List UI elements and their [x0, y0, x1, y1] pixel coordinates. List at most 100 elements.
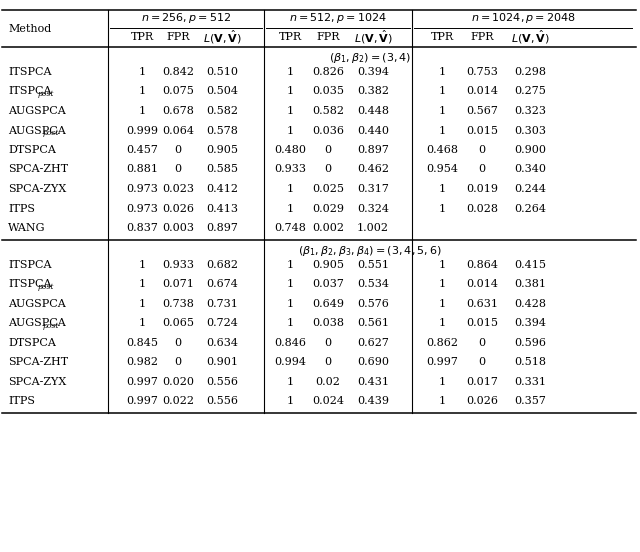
Text: 1: 1: [287, 67, 294, 77]
Text: 0.551: 0.551: [357, 260, 389, 270]
Text: 0.997: 0.997: [426, 357, 458, 367]
Text: 0.431: 0.431: [357, 377, 389, 387]
Text: 1: 1: [138, 67, 145, 77]
Text: AUGSPCA: AUGSPCA: [8, 125, 66, 135]
Text: $L(\mathbf{V},\hat{\mathbf{V}})$: $L(\mathbf{V},\hat{\mathbf{V}})$: [511, 29, 550, 46]
Text: 0.905: 0.905: [312, 260, 344, 270]
Text: 1: 1: [438, 260, 445, 270]
Text: 0.303: 0.303: [514, 125, 546, 135]
Text: ITPS: ITPS: [8, 204, 35, 214]
Text: 0: 0: [324, 357, 332, 367]
Text: 0.022: 0.022: [162, 396, 194, 406]
Text: SPCA-ZHT: SPCA-ZHT: [8, 164, 68, 174]
Text: 1: 1: [438, 377, 445, 387]
Text: SPCA-ZYX: SPCA-ZYX: [8, 377, 67, 387]
Text: 0.556: 0.556: [206, 377, 238, 387]
Text: 1: 1: [287, 260, 294, 270]
Text: $n = 512, p = 1024$: $n = 512, p = 1024$: [289, 11, 387, 25]
Text: 0.020: 0.020: [162, 377, 194, 387]
Text: 0.340: 0.340: [514, 164, 546, 174]
Text: DTSPCA: DTSPCA: [8, 338, 56, 348]
Text: 0.413: 0.413: [206, 204, 238, 214]
Text: 0.024: 0.024: [312, 396, 344, 406]
Text: 0: 0: [175, 164, 182, 174]
Text: 0.881: 0.881: [126, 164, 158, 174]
Text: 0.933: 0.933: [162, 260, 194, 270]
Text: 1: 1: [287, 377, 294, 387]
Text: 0.331: 0.331: [514, 377, 546, 387]
Text: ITSPCA: ITSPCA: [8, 67, 51, 77]
Text: ITPS: ITPS: [8, 396, 35, 406]
Text: 0.582: 0.582: [312, 106, 344, 116]
Text: 1: 1: [287, 396, 294, 406]
Text: 0.905: 0.905: [206, 145, 238, 155]
Text: FPR: FPR: [470, 33, 493, 43]
Text: 1: 1: [287, 279, 294, 289]
Text: 0: 0: [175, 357, 182, 367]
Text: 0.845: 0.845: [126, 338, 158, 348]
Text: 0.015: 0.015: [466, 319, 498, 328]
Text: 0.901: 0.901: [206, 357, 238, 367]
Text: post: post: [38, 91, 54, 98]
Text: 0.448: 0.448: [357, 106, 389, 116]
Text: 0.504: 0.504: [206, 87, 238, 97]
Text: 0.982: 0.982: [126, 357, 158, 367]
Text: 1: 1: [438, 67, 445, 77]
Text: post: post: [43, 322, 60, 330]
Text: 0.003: 0.003: [162, 223, 194, 233]
Text: ITSPCA: ITSPCA: [8, 87, 51, 97]
Text: 1: 1: [138, 319, 145, 328]
Text: 1: 1: [138, 299, 145, 309]
Text: 0.518: 0.518: [514, 357, 546, 367]
Text: 1: 1: [438, 396, 445, 406]
Text: 1: 1: [287, 299, 294, 309]
Text: 0.862: 0.862: [426, 338, 458, 348]
Text: 0.075: 0.075: [162, 87, 194, 97]
Text: $(\beta_1, \beta_2) = (3, 4)$: $(\beta_1, \beta_2) = (3, 4)$: [329, 51, 411, 65]
Text: 0.026: 0.026: [162, 204, 194, 214]
Text: 0.462: 0.462: [357, 164, 389, 174]
Text: DTSPCA: DTSPCA: [8, 145, 56, 155]
Text: 0: 0: [324, 164, 332, 174]
Text: 0: 0: [479, 357, 486, 367]
Text: 0.028: 0.028: [466, 204, 498, 214]
Text: 0.510: 0.510: [206, 67, 238, 77]
Text: 0.014: 0.014: [466, 279, 498, 289]
Text: 0.634: 0.634: [206, 338, 238, 348]
Text: 0.561: 0.561: [357, 319, 389, 328]
Text: 0.997: 0.997: [126, 377, 158, 387]
Text: 0.275: 0.275: [514, 87, 546, 97]
Text: 0.846: 0.846: [274, 338, 306, 348]
Text: 1: 1: [438, 125, 445, 135]
Text: 1: 1: [438, 319, 445, 328]
Text: 0.317: 0.317: [357, 184, 389, 194]
Text: 0.864: 0.864: [466, 260, 498, 270]
Text: 0.578: 0.578: [206, 125, 238, 135]
Text: $n = 1024, p = 2048$: $n = 1024, p = 2048$: [470, 11, 575, 25]
Text: 0.357: 0.357: [514, 396, 546, 406]
Text: 0.324: 0.324: [357, 204, 389, 214]
Text: 0: 0: [324, 338, 332, 348]
Text: 0.724: 0.724: [206, 319, 238, 328]
Text: SPCA-ZHT: SPCA-ZHT: [8, 357, 68, 367]
Text: 0.973: 0.973: [126, 184, 158, 194]
Text: 0.023: 0.023: [162, 184, 194, 194]
Text: 0.933: 0.933: [274, 164, 306, 174]
Text: 1: 1: [138, 87, 145, 97]
Text: 0.323: 0.323: [514, 106, 546, 116]
Text: 0.731: 0.731: [206, 299, 238, 309]
Text: post: post: [38, 283, 54, 291]
Text: 0.244: 0.244: [514, 184, 546, 194]
Text: ITSPCA: ITSPCA: [8, 279, 51, 289]
Text: 0.439: 0.439: [357, 396, 389, 406]
Text: 0.534: 0.534: [357, 279, 389, 289]
Text: 0.954: 0.954: [426, 164, 458, 174]
Text: 0.678: 0.678: [162, 106, 194, 116]
Text: 0.428: 0.428: [514, 299, 546, 309]
Text: 0.999: 0.999: [126, 125, 158, 135]
Text: 0.015: 0.015: [466, 125, 498, 135]
Text: 0.826: 0.826: [312, 67, 344, 77]
Text: 1: 1: [438, 87, 445, 97]
Text: 0.556: 0.556: [206, 396, 238, 406]
Text: 0.627: 0.627: [357, 338, 389, 348]
